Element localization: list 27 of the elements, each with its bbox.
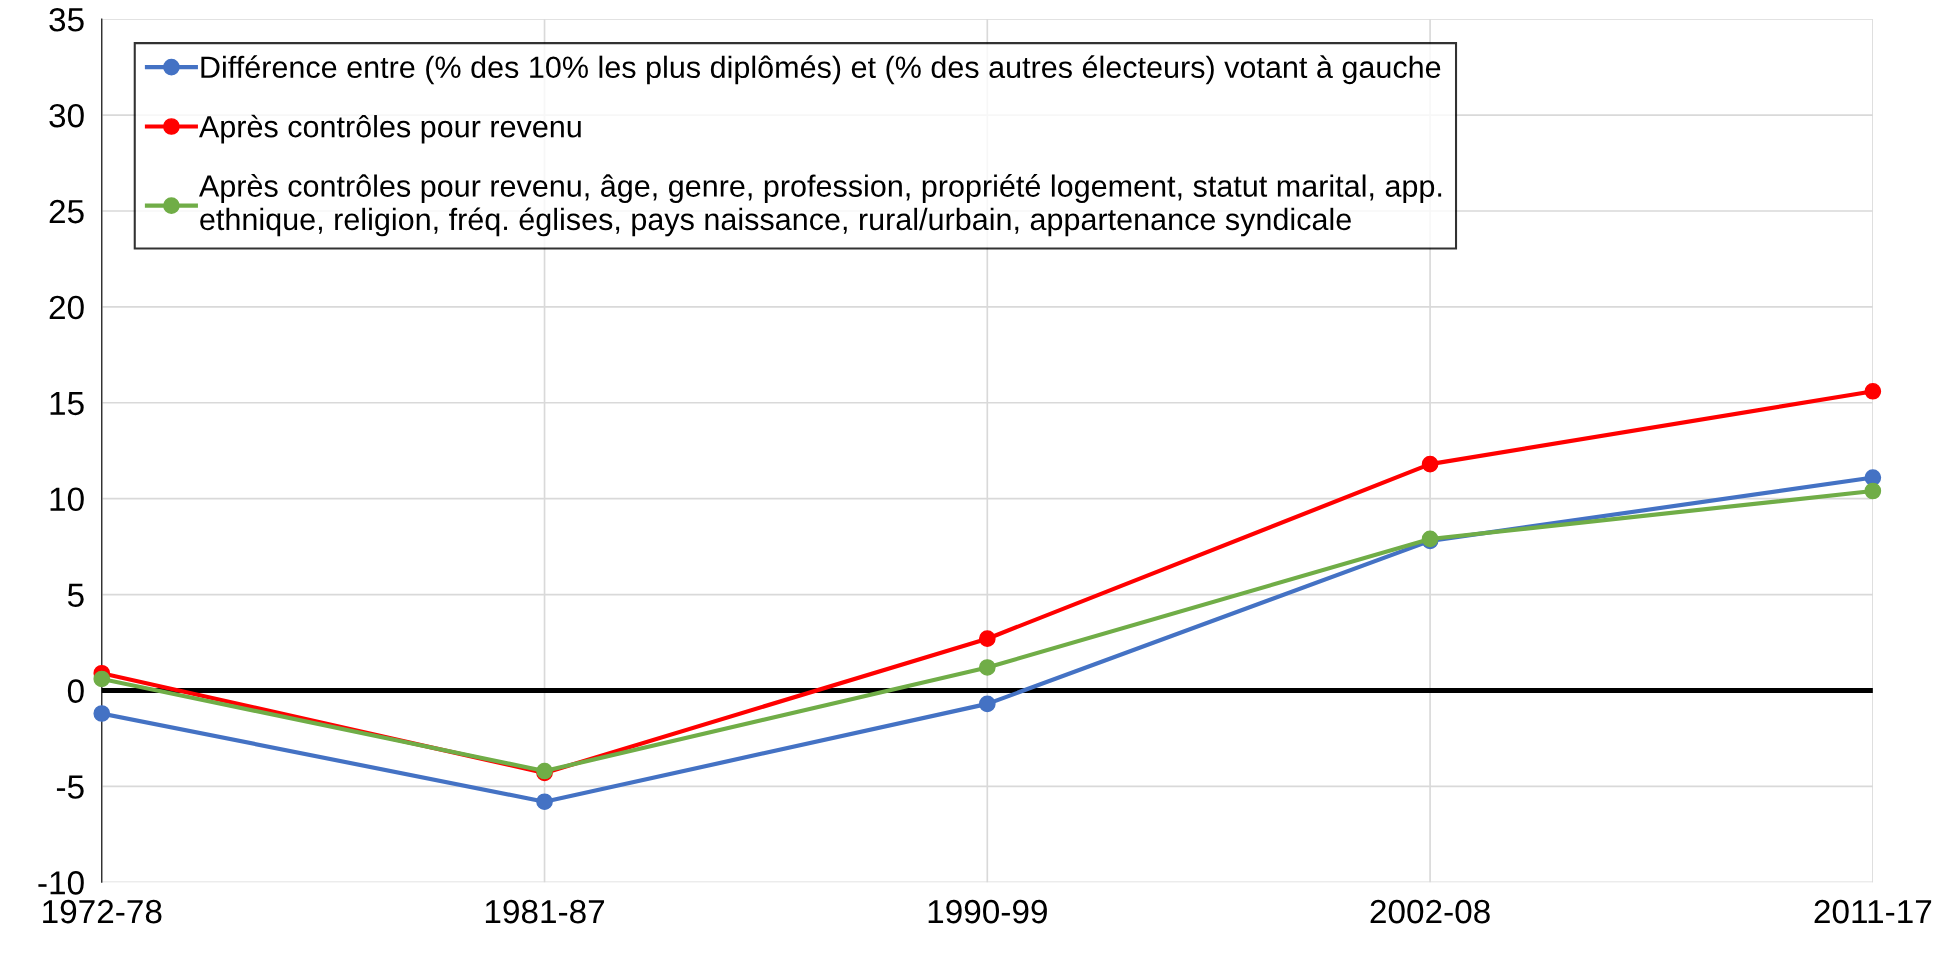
y-tick-label: 15: [50, 391, 84, 416]
point: [1421, 455, 1439, 473]
point: [978, 630, 996, 648]
y-tick-label: 10: [50, 487, 84, 512]
point: [1864, 482, 1882, 500]
point: [536, 793, 553, 811]
y-tick-label: -10: [38, 871, 84, 895]
y-tick-label: 30: [49, 103, 84, 128]
y-tick-label: 5: [67, 583, 84, 607]
x-tick-label: 2011-17: [1814, 899, 1932, 924]
legend-label: Différence entre (% des 10% les plus diplômés) et (% des autres électeurs) votant à gauche: [201, 55, 1441, 85]
legend-label: Après contrôles pour revenu: [198, 114, 581, 144]
y-tick-label: 35: [49, 7, 84, 32]
point: [93, 705, 111, 722]
x-tick-label: 1990-99: [928, 899, 1047, 924]
point: [978, 659, 996, 676]
x-tick-label: 1972-78: [43, 899, 162, 924]
x-tick-label: 1981-87: [485, 899, 605, 924]
y-tick-label: 25: [49, 199, 84, 224]
point: [978, 695, 996, 713]
y-tick-label: 0: [67, 679, 84, 703]
point: [1864, 382, 1882, 400]
x-tick-label: 2002-08: [1370, 899, 1490, 924]
legend-label: Après contrôles pour revenu, âge, genre, profession, propriété logement, statut marital, app. ethnique, religion, fréq. églises, pays naissance, rural/urbain, appartenance syndicale: [198, 174, 1442, 237]
y-tick-label: -5: [56, 775, 84, 799]
point: [93, 670, 111, 688]
y-tick-label: 20: [49, 295, 84, 320]
